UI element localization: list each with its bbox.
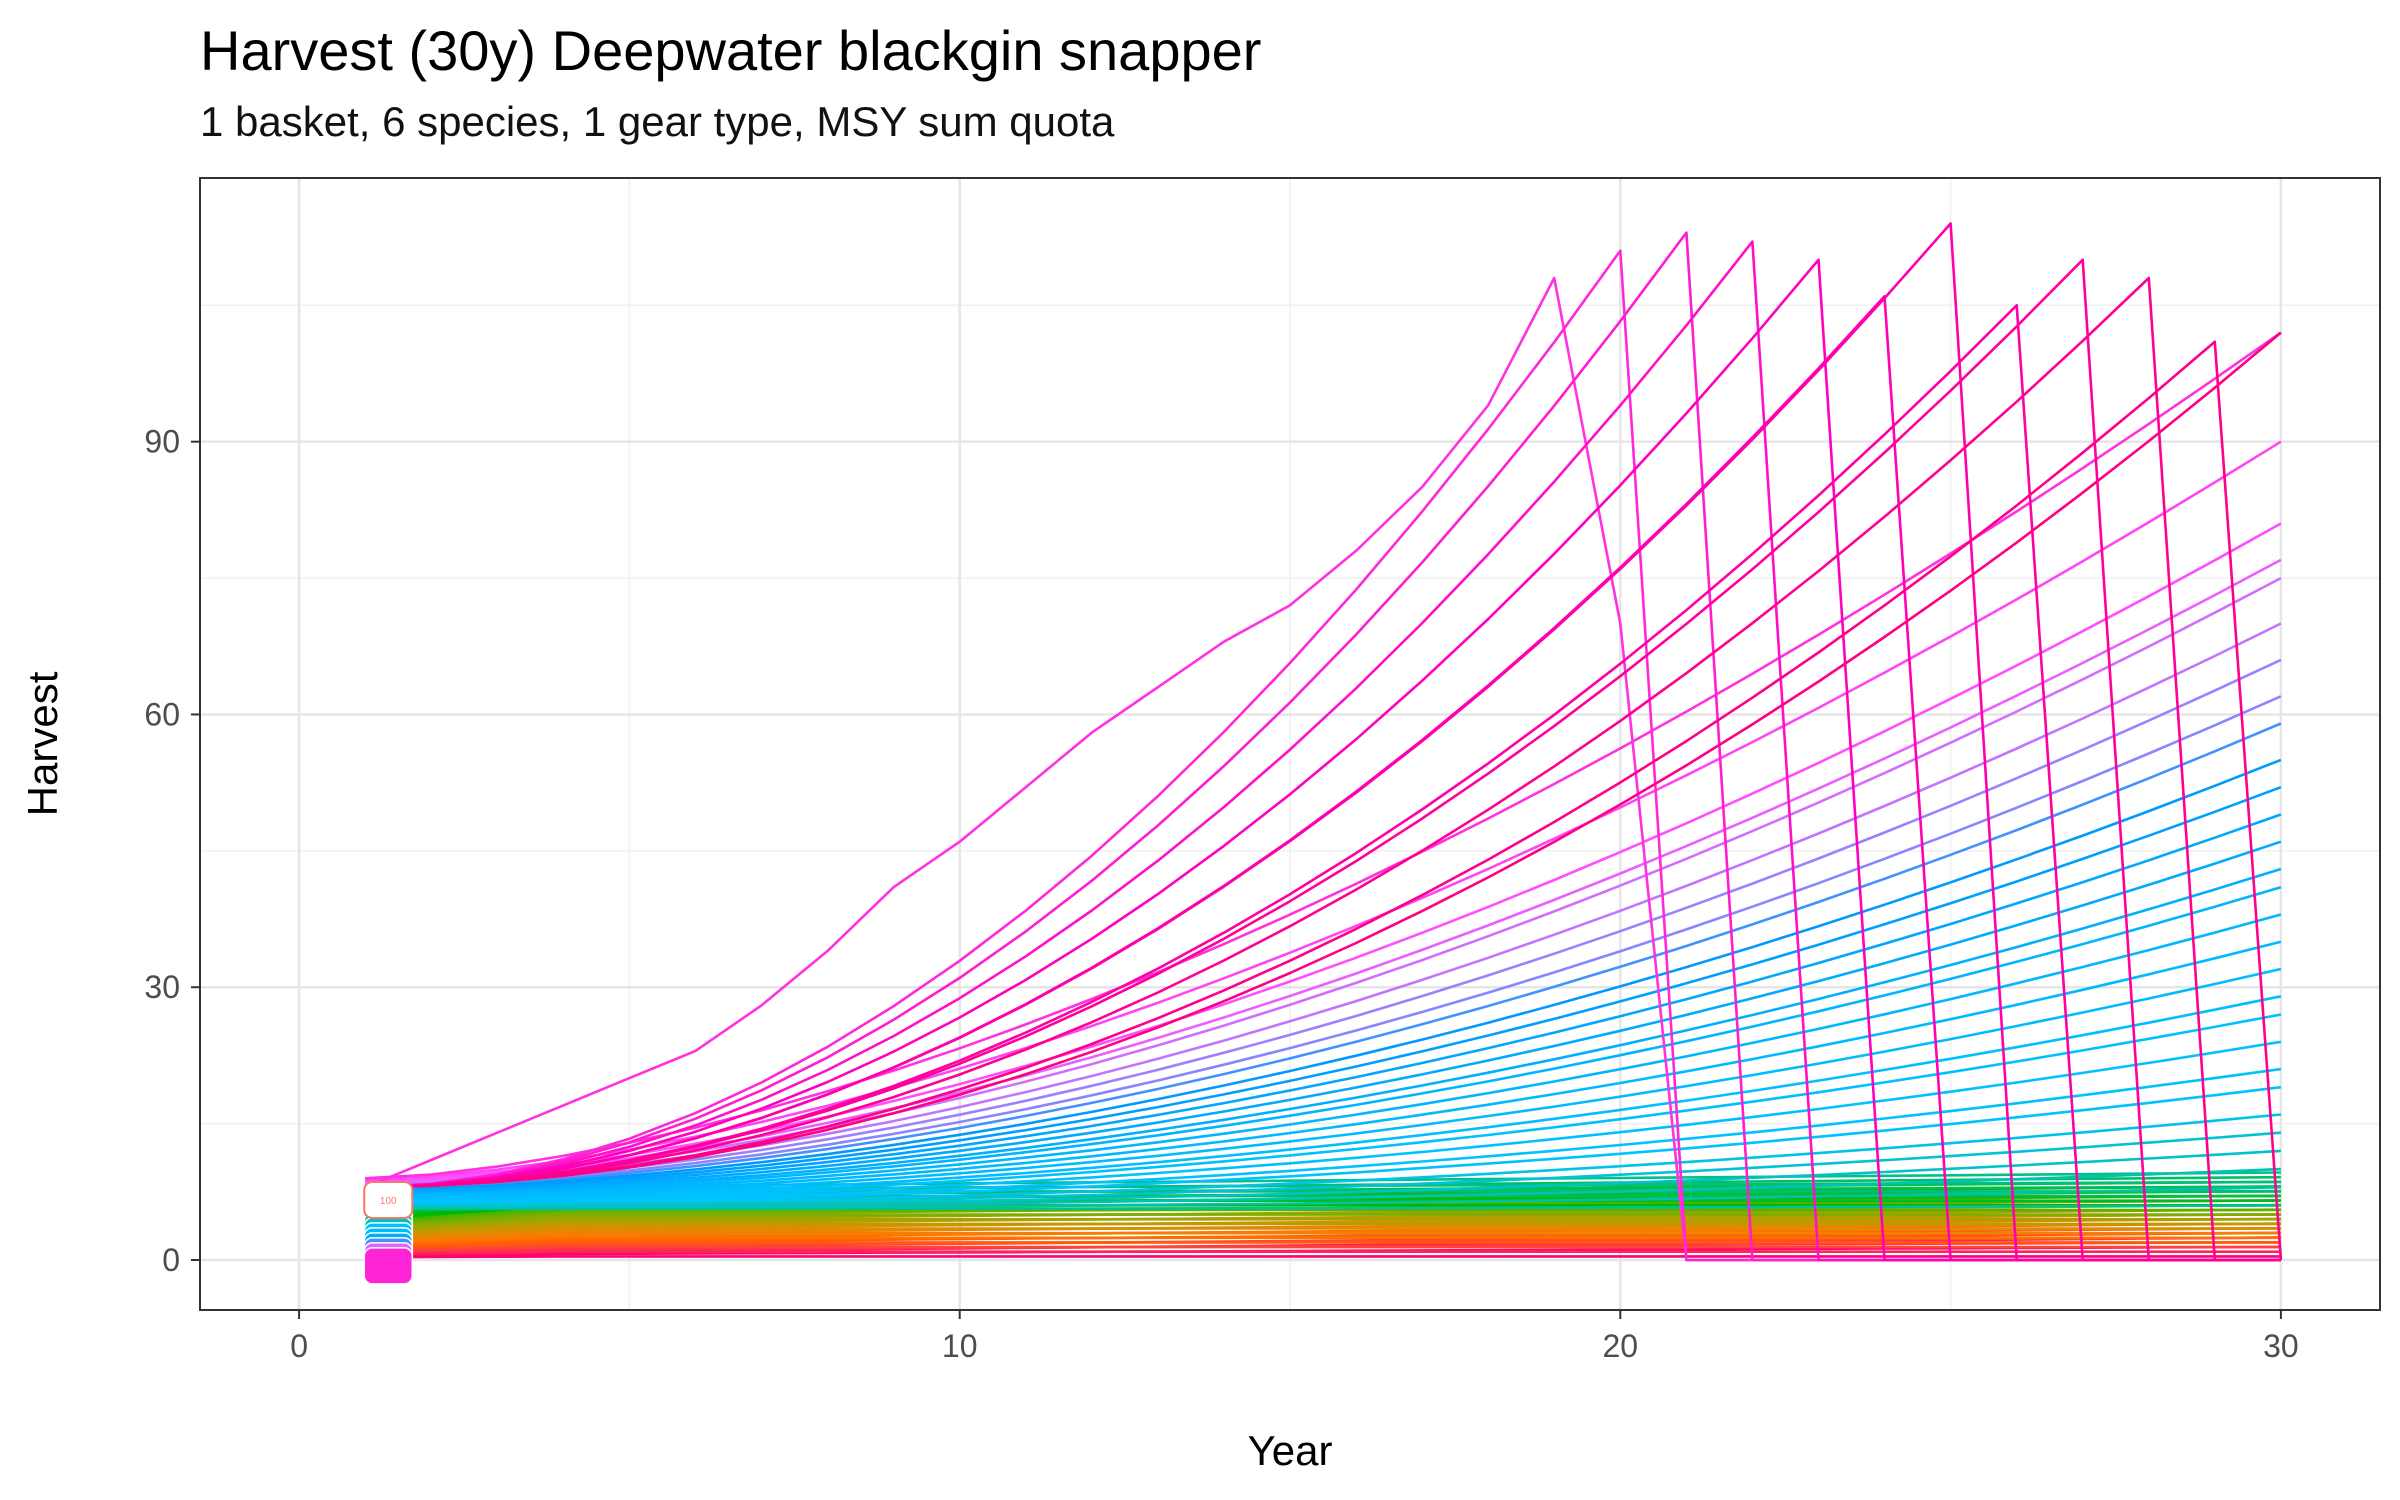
series-line <box>365 995 2282 1200</box>
start-label-box <box>363 1180 414 1219</box>
series-lines <box>364 222 2283 1262</box>
chart-subtitle: 1 basket, 6 species, 1 gear type, MSY su… <box>200 98 1115 145</box>
series-line <box>365 1231 2281 1242</box>
x-tick-label: 30 <box>2263 1328 2299 1364</box>
series-line <box>365 1241 2281 1249</box>
collapse-series-line <box>365 249 2281 1262</box>
series-line <box>365 1186 2281 1210</box>
series-line <box>365 1067 2282 1203</box>
series-line <box>365 1149 2281 1207</box>
collapse-series-line <box>365 258 2281 1262</box>
start-label-text: 100 <box>380 1196 397 1207</box>
x-tick-label: 0 <box>290 1328 308 1364</box>
series-line <box>365 913 2282 1196</box>
y-tick-label: 0 <box>162 1242 180 1278</box>
series-line <box>365 1227 2281 1238</box>
series-line <box>365 1250 2281 1256</box>
collapse-series-line <box>365 222 2281 1262</box>
collapse-series-line <box>365 304 2281 1262</box>
series-line <box>365 813 2282 1192</box>
series-line <box>365 1255 2281 1259</box>
series-line <box>365 1213 2281 1228</box>
series-line <box>365 885 2282 1195</box>
series-line <box>365 722 2282 1189</box>
y-axis: 0 30 60 90 <box>144 424 200 1278</box>
start-markers: 100 <box>363 1180 414 1285</box>
series-line <box>365 1204 2281 1211</box>
collapse-series-line <box>364 276 2281 1262</box>
series-line <box>365 658 2282 1187</box>
series-line <box>365 440 2282 1181</box>
series-line <box>365 1131 2282 1206</box>
x-axis: 0 10 20 30 <box>290 1310 2299 1364</box>
y-tick-label: 30 <box>144 969 180 1005</box>
y-tick-label: 90 <box>144 424 180 460</box>
chart-title: Harvest (30y) Deepwater blackgin snapper <box>200 19 1262 82</box>
collapse-series-line <box>365 340 2283 1261</box>
series-line <box>365 695 2282 1188</box>
series-line <box>365 1167 2281 1208</box>
x-tick-label: 10 <box>942 1328 978 1364</box>
y-tick-label: 60 <box>144 696 180 732</box>
x-tick-label: 20 <box>1603 1328 1639 1364</box>
collapse-series-line <box>365 331 2282 1189</box>
series-line <box>365 1236 2281 1245</box>
plot-panel-border <box>199 177 2381 1311</box>
series-line <box>365 558 2282 1183</box>
series-line <box>365 840 2282 1193</box>
x-axis-title: Year <box>1248 1427 1333 1474</box>
y-axis-title: Harvest <box>19 671 66 816</box>
series-line <box>365 1218 2281 1231</box>
start-label-box <box>363 1247 414 1285</box>
collapse-series-line <box>365 276 2281 1262</box>
series-line <box>365 1222 2281 1235</box>
series-line <box>365 1040 2282 1202</box>
series-line <box>365 1013 2282 1201</box>
series-line <box>365 967 2282 1199</box>
series-line <box>365 522 2282 1182</box>
series-line <box>365 1085 2282 1204</box>
series-line <box>365 758 2282 1190</box>
series-line <box>365 1113 2282 1205</box>
series-line <box>365 1245 2281 1252</box>
series-line <box>365 940 2282 1198</box>
series-line <box>365 867 2282 1194</box>
series-line <box>365 785 2282 1191</box>
